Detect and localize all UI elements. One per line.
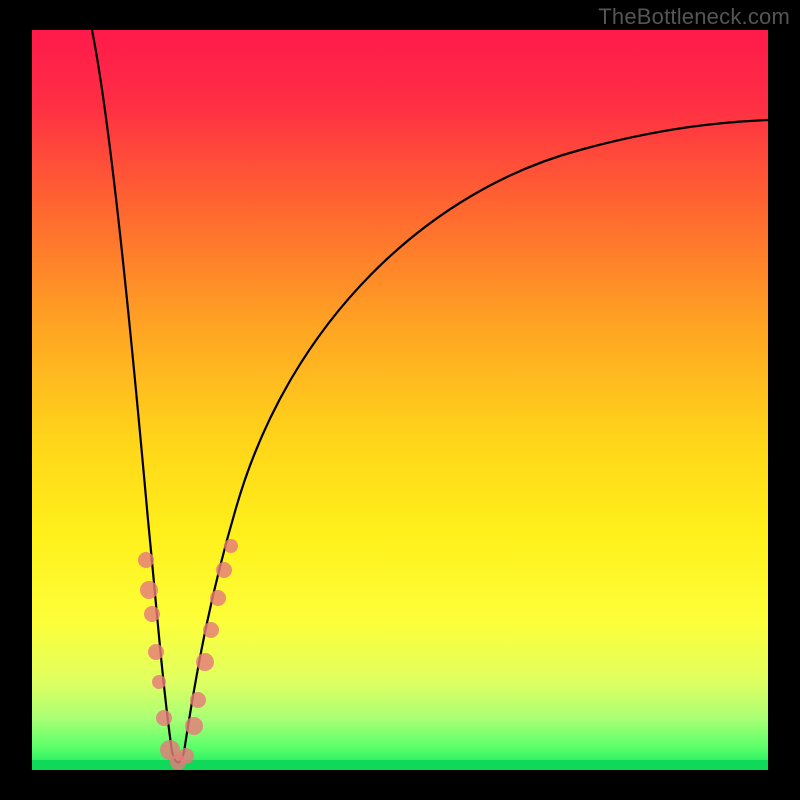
data-marker bbox=[210, 590, 226, 606]
data-marker bbox=[203, 622, 219, 638]
data-marker bbox=[224, 539, 238, 553]
data-marker bbox=[178, 748, 194, 764]
data-marker bbox=[190, 692, 206, 708]
data-marker bbox=[148, 644, 164, 660]
chart-container: TheBottleneck.com bbox=[0, 0, 800, 800]
data-marker bbox=[216, 562, 232, 578]
data-marker bbox=[140, 581, 158, 599]
data-marker bbox=[196, 653, 214, 671]
watermark-text: TheBottleneck.com bbox=[598, 4, 790, 30]
data-marker bbox=[144, 606, 160, 622]
bottleneck-chart bbox=[0, 0, 800, 800]
data-marker bbox=[138, 552, 154, 568]
data-marker bbox=[185, 717, 203, 735]
data-marker bbox=[152, 675, 166, 689]
bottom-green-band bbox=[32, 760, 768, 770]
plot-background bbox=[32, 30, 768, 770]
data-marker bbox=[156, 710, 172, 726]
